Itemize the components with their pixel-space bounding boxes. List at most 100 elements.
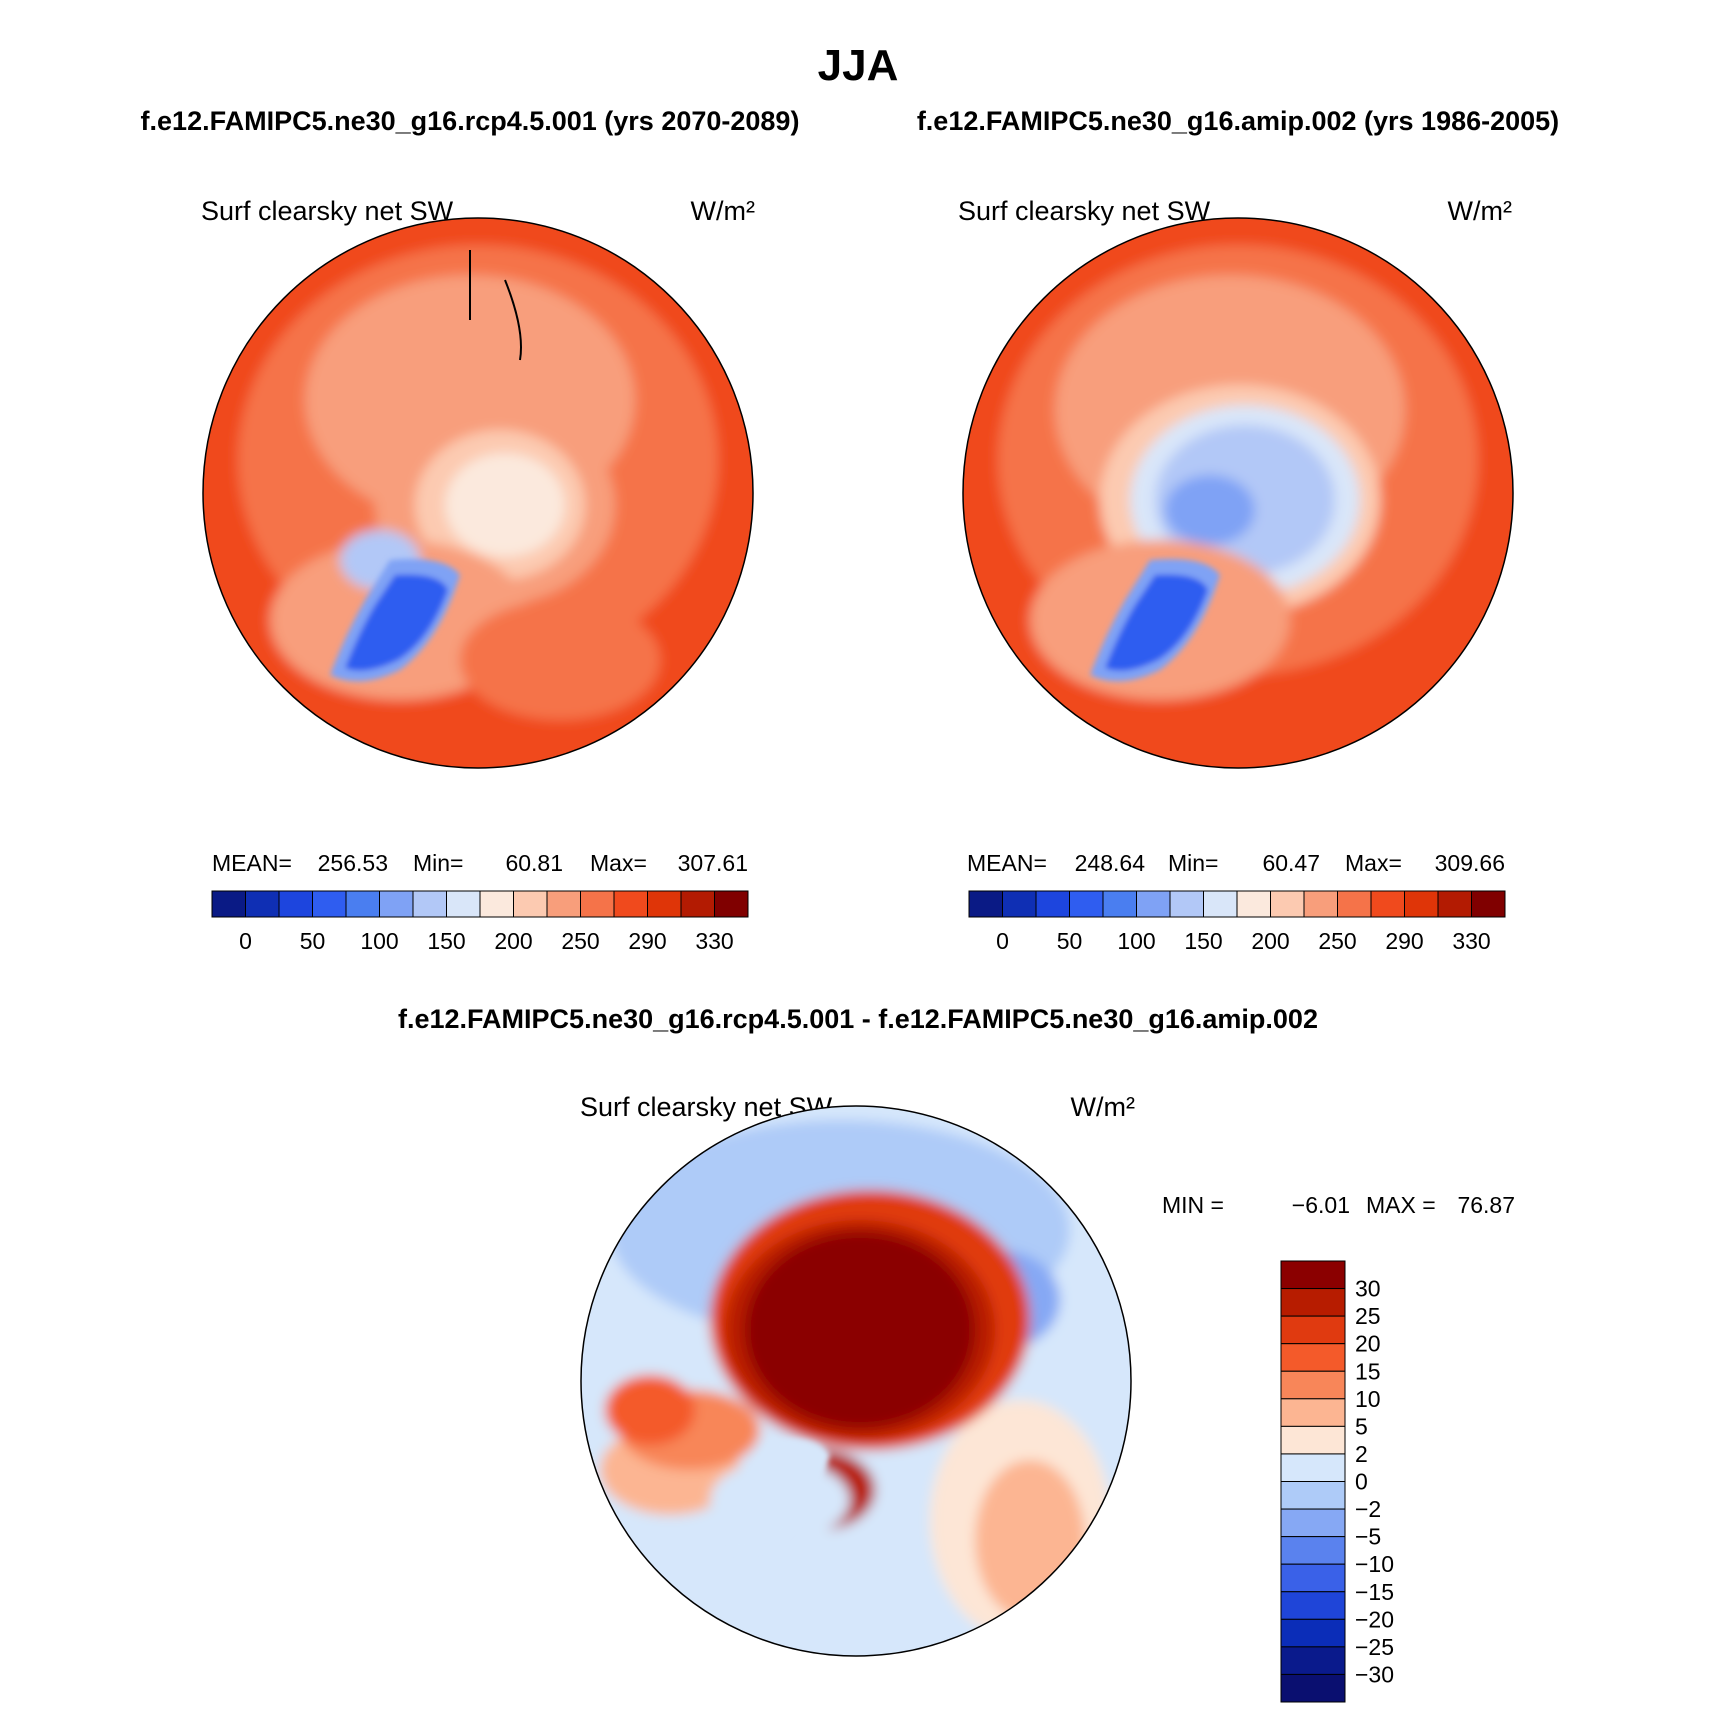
colorbar-swatch xyxy=(1281,1289,1345,1317)
panel-case1: Surf clearsky net SW W/m² MEAN= xyxy=(188,196,768,954)
colorbar-swatch xyxy=(1003,891,1037,917)
colorbar-tick-label: 15 xyxy=(1355,1358,1381,1384)
panel1-stats: MEAN= 256.53 Min= 60.81 Max= 307.61 xyxy=(212,850,748,876)
colorbar-tick-label: 50 xyxy=(300,928,326,954)
panel1-units: W/m² xyxy=(691,196,755,226)
season-title: JJA xyxy=(818,41,899,90)
panel3-colorbar: 3025201510520−2−5−10−15−20−25−30 xyxy=(1281,1261,1394,1702)
colorbar-swatch xyxy=(1281,1674,1345,1702)
colorbar-tick-label: 290 xyxy=(1385,928,1423,954)
colorbar-tick-label: −30 xyxy=(1355,1661,1394,1687)
colorbar-tick-label: −10 xyxy=(1355,1551,1394,1577)
colorbar-swatch xyxy=(447,891,481,917)
colorbar-swatch xyxy=(1281,1399,1345,1427)
colorbar-swatch xyxy=(715,891,749,917)
colorbar-swatch xyxy=(1237,891,1271,917)
panel3-min-label: MIN = xyxy=(1162,1192,1224,1218)
colorbar-swatch xyxy=(1204,891,1238,917)
panel3-max-value: 76.87 xyxy=(1457,1192,1515,1218)
colorbar-swatch xyxy=(1281,1454,1345,1482)
panel2-stats: MEAN= 248.64 Min= 60.47 Max= 309.66 xyxy=(967,850,1505,876)
colorbar-swatch xyxy=(614,891,648,917)
panel2-field-label: Surf clearsky net SW xyxy=(958,196,1211,226)
panel2-mean-value: 248.64 xyxy=(1075,850,1146,876)
colorbar-tick-label: 30 xyxy=(1355,1276,1381,1302)
colorbar-swatch xyxy=(480,891,514,917)
colorbar-tick-label: 0 xyxy=(239,928,252,954)
colorbar-swatch xyxy=(681,891,715,917)
colorbar-swatch xyxy=(1281,1619,1345,1647)
panel3-map xyxy=(566,1091,1146,1671)
colorbar-swatch xyxy=(1281,1564,1345,1592)
colorbar-tick-label: 0 xyxy=(996,928,1009,954)
panel1-mean-value: 256.53 xyxy=(318,850,388,876)
panel3-max-label: MAX = xyxy=(1366,1192,1436,1218)
panel3-stats: MIN = −6.01 MAX = 76.87 xyxy=(1162,1192,1515,1218)
case1-title: f.e12.FAMIPC5.ne30_g16.rcp4.5.001 (yrs 2… xyxy=(141,106,800,136)
colorbar-tick-label: 10 xyxy=(1355,1386,1381,1412)
panel2-mean-label: MEAN= xyxy=(967,850,1047,876)
colorbar-swatch xyxy=(279,891,313,917)
panel2-map xyxy=(948,203,1528,783)
colorbar-tick-label: 50 xyxy=(1057,928,1083,954)
colorbar-tick-label: 250 xyxy=(1318,928,1356,954)
colorbar-swatch xyxy=(1281,1537,1345,1565)
panel2-max-value: 309.66 xyxy=(1435,850,1505,876)
colorbar-swatch xyxy=(1304,891,1338,917)
panel1-mean-label: MEAN= xyxy=(212,850,292,876)
colorbar-swatch xyxy=(1103,891,1137,917)
colorbar-tick-label: 20 xyxy=(1355,1331,1381,1357)
figure-canvas: JJA f.e12.FAMIPC5.ne30_g16.rcp4.5.001 (y… xyxy=(0,0,1710,1712)
colorbar-swatch xyxy=(1281,1482,1345,1510)
panel3-min-value: −6.01 xyxy=(1292,1192,1350,1218)
colorbar-tick-label: 200 xyxy=(1251,928,1289,954)
colorbar-swatch xyxy=(1036,891,1070,917)
colorbar-tick-label: 200 xyxy=(494,928,532,954)
panel2-colorbar: 0 50 100 150 200 250 290 330 xyxy=(969,891,1505,954)
panel1-min-value: 60.81 xyxy=(505,850,563,876)
colorbar-swatch xyxy=(648,891,682,917)
panel2-max-label: Max= xyxy=(1345,850,1402,876)
colorbar-swatch xyxy=(547,891,581,917)
colorbar-swatch xyxy=(1281,1647,1345,1675)
panel1-max-label: Max= xyxy=(590,850,647,876)
colorbar-swatch xyxy=(1281,1261,1345,1289)
panel1-colorbar: 0 50 100 150 200 250 290 330 xyxy=(212,891,748,954)
colorbar-tick-label: 250 xyxy=(561,928,599,954)
colorbar-swatch xyxy=(1271,891,1305,917)
panel1-max-value: 307.61 xyxy=(678,850,748,876)
colorbar-tick-label: 25 xyxy=(1355,1303,1381,1329)
colorbar-swatch xyxy=(1405,891,1439,917)
colorbar-swatch xyxy=(581,891,615,917)
colorbar-tick-label: 290 xyxy=(628,928,666,954)
panel-case2: Surf clearsky net SW W/m² MEAN= 248.64 M xyxy=(948,196,1528,954)
colorbar-swatch xyxy=(380,891,414,917)
colorbar-swatch xyxy=(1438,891,1472,917)
panel2-units: W/m² xyxy=(1448,196,1512,226)
panel2-min-label: Min= xyxy=(1168,850,1219,876)
colorbar-swatch xyxy=(1371,891,1405,917)
colorbar-swatch xyxy=(1070,891,1104,917)
colorbar-swatch xyxy=(346,891,380,917)
colorbar-swatch xyxy=(514,891,548,917)
colorbar-swatch xyxy=(1338,891,1372,917)
colorbar-swatch xyxy=(413,891,447,917)
panel1-min-label: Min= xyxy=(413,850,464,876)
panel-difference: Surf clearsky net SW W/m² xyxy=(566,1091,1515,1702)
colorbar-tick-label: 330 xyxy=(695,928,733,954)
colorbar-tick-label: 330 xyxy=(1452,928,1490,954)
colorbar-tick-label: −15 xyxy=(1355,1579,1394,1605)
colorbar-swatch xyxy=(1170,891,1204,917)
colorbar-swatch xyxy=(1281,1426,1345,1454)
colorbar-tick-label: 150 xyxy=(1184,928,1222,954)
colorbar-tick-label: 0 xyxy=(1355,1469,1368,1495)
colorbar-swatch xyxy=(1472,891,1506,917)
colorbar-tick-label: 100 xyxy=(1117,928,1155,954)
colorbar-tick-label: −25 xyxy=(1355,1634,1394,1660)
colorbar-tick-label: −2 xyxy=(1355,1496,1381,1522)
colorbar-tick-label: 100 xyxy=(360,928,398,954)
colorbar-tick-label: −5 xyxy=(1355,1524,1381,1550)
diff-title: f.e12.FAMIPC5.ne30_g16.rcp4.5.001 - f.e1… xyxy=(398,1004,1318,1034)
colorbar-tick-label: 2 xyxy=(1355,1441,1368,1467)
colorbar-swatch xyxy=(1281,1509,1345,1537)
